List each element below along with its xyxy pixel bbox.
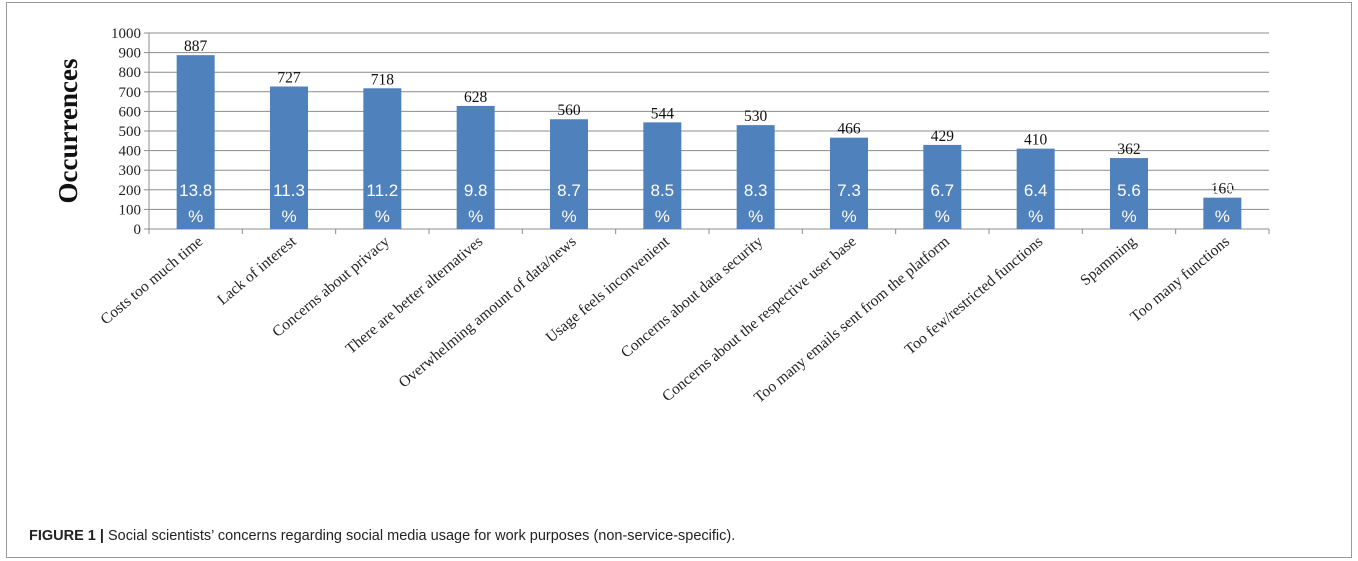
percent-sign: % — [1215, 207, 1230, 226]
percent-sign: % — [375, 207, 390, 226]
percent-label: 6.4 — [1024, 181, 1048, 200]
value-label: 727 — [277, 70, 301, 87]
bar — [456, 105, 495, 229]
percent-sign: % — [468, 207, 483, 226]
value-label: 466 — [837, 121, 861, 138]
percent-label: 11.2 — [366, 181, 398, 200]
percent-label: 8.3 — [744, 181, 768, 200]
bar — [1203, 197, 1242, 229]
value-label: 429 — [931, 128, 955, 145]
percent-label: 7.3 — [837, 181, 861, 200]
percent-label: 6.7 — [931, 181, 955, 200]
bar — [923, 144, 962, 229]
y-tick-label: 400 — [119, 144, 142, 160]
figure-caption: FIGURE 1 | Social scientists’ concerns r… — [29, 528, 735, 544]
bar — [643, 122, 682, 229]
percent-label: 13.8 — [179, 181, 212, 200]
percent-sign: % — [281, 207, 296, 226]
bar — [830, 137, 868, 229]
percent-sign: % — [188, 207, 203, 226]
percent-sign: % — [935, 207, 950, 226]
y-tick-label: 800 — [119, 65, 142, 81]
y-tick-label: 700 — [119, 85, 142, 101]
y-tick-label: 600 — [119, 104, 142, 120]
bar — [270, 86, 308, 230]
bar — [1110, 158, 1148, 229]
percent-label: 11.3 — [273, 181, 305, 200]
percent-sign: % — [841, 207, 856, 226]
category-label: Overwhelming amount of data/news — [396, 233, 580, 391]
bar — [363, 88, 402, 229]
value-label: 628 — [464, 89, 488, 106]
value-label: 544 — [651, 105, 675, 122]
bar — [550, 119, 588, 229]
y-tick-label: 1000 — [111, 26, 141, 42]
percent-label: 8.5 — [651, 181, 675, 200]
y-tick-label: 500 — [119, 124, 142, 140]
category-label: Too many emails sent from the platform — [751, 233, 953, 406]
percent-label: 2.5 — [1211, 181, 1235, 200]
value-label: 530 — [744, 108, 768, 125]
percent-label: 5.6 — [1117, 181, 1141, 200]
percent-sign: % — [1028, 207, 1043, 226]
value-label: 718 — [371, 71, 395, 88]
category-label: Concerns about the respective user base — [659, 233, 860, 405]
axes — [144, 32, 1270, 234]
y-tick-label: 900 — [119, 46, 142, 62]
caption-text: Social scientists’ concerns regarding so… — [103, 528, 736, 544]
value-label: 560 — [557, 102, 581, 119]
percent-label: 8.7 — [557, 181, 581, 200]
bars — [176, 55, 1242, 230]
percent-sign: % — [655, 207, 670, 226]
caption-label: FIGURE 1 | — [29, 528, 104, 544]
category-label: Spamming — [1077, 233, 1140, 289]
y-axis-label: Occurrences — [53, 59, 83, 204]
percent-sign: % — [748, 207, 763, 226]
value-label: 362 — [1117, 141, 1140, 158]
value-label: 410 — [1024, 132, 1048, 149]
percent-sign: % — [1121, 207, 1136, 226]
gridlines — [149, 32, 1269, 210]
percent-sign: % — [561, 207, 576, 226]
category-label: Costs too much time — [97, 233, 206, 328]
y-tick-label: 300 — [119, 163, 142, 179]
y-tick-label: 200 — [119, 183, 142, 199]
percent-label: 9.8 — [464, 181, 488, 200]
category-label: Lack of interest — [214, 233, 300, 309]
value-label: 160 — [1211, 181, 1235, 198]
bar — [736, 125, 775, 229]
bar — [1016, 148, 1055, 229]
x-axis-categories: Costs too much time Lack of interest Conce… — [97, 233, 1233, 407]
category-label: Too many functions — [1127, 233, 1233, 326]
data-labels: 887 13.8% 727 11.3% 718 11.2% 628 9.8% 560 8.7% 54… — [179, 38, 1234, 226]
figure-frame: 0 100 200 300 400 500 600 700 800 900 1000 887 13.8… — [6, 2, 1352, 558]
bar — [176, 55, 215, 230]
y-tick-label: 100 — [119, 202, 142, 218]
value-label: 887 — [184, 38, 208, 55]
bar-chart: 0 100 200 300 400 500 600 700 800 900 1000 887 13.8… — [53, 26, 1270, 407]
y-axis-ticks: 0 100 200 300 400 500 600 700 800 900 1000 — [111, 26, 141, 238]
y-tick-label: 0 — [134, 222, 142, 238]
